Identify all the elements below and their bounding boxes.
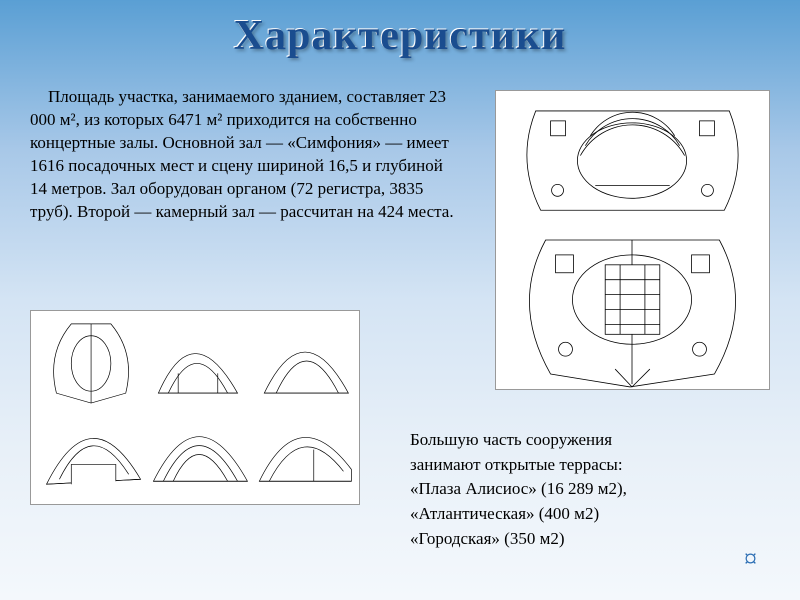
terrace-line-3: «Плаза Алисиос» (16 289 м2),	[410, 477, 750, 502]
terraces-paragraph: Большую часть сооружения занимают открыт…	[410, 428, 750, 551]
currency-nav-icon[interactable]: ¤	[744, 544, 770, 570]
terrace-line-5: «Городская» (350 м2)	[410, 527, 750, 552]
floorplan-diagram	[495, 90, 770, 390]
slide-title: Характеристики	[0, 0, 800, 60]
elevations-diagram	[30, 310, 360, 505]
terrace-line-1: Большую часть сооружения	[410, 428, 750, 453]
terrace-line-4: «Атлантическая» (400 м2)	[410, 502, 750, 527]
terrace-line-2: занимают открытые террасы:	[410, 453, 750, 478]
main-paragraph: Площадь участка, занимаемого зданием, со…	[30, 86, 460, 224]
